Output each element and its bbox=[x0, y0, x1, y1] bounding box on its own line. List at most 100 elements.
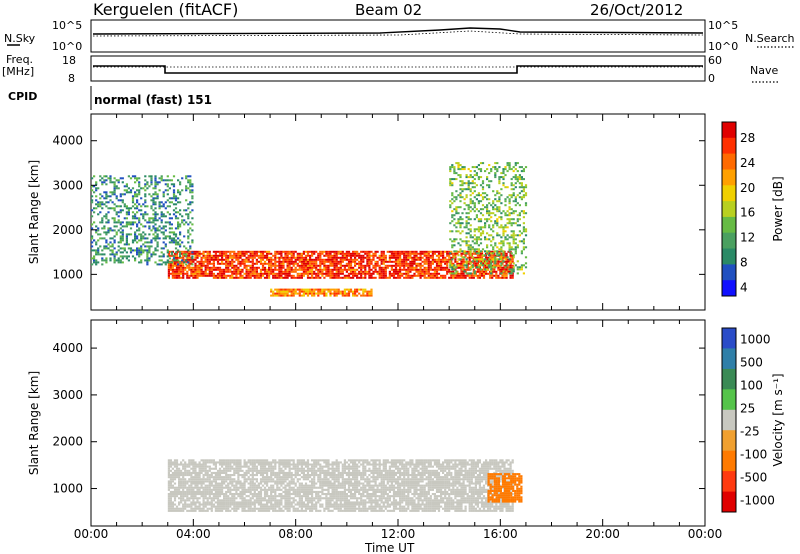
power-cell bbox=[136, 235, 139, 238]
velocity-cell bbox=[239, 480, 242, 483]
power-cell bbox=[187, 223, 190, 226]
power-cell bbox=[370, 254, 373, 257]
power-cell bbox=[170, 241, 173, 244]
power-cell bbox=[311, 276, 314, 279]
power-cell bbox=[282, 272, 285, 275]
velocity-cell bbox=[225, 501, 228, 504]
power-cell bbox=[475, 248, 478, 251]
power-cell bbox=[461, 168, 464, 171]
power-cell bbox=[508, 248, 511, 251]
velocity-cell bbox=[192, 497, 195, 500]
power-cell bbox=[390, 274, 393, 277]
velocity-cell bbox=[259, 474, 263, 477]
velocity-cell bbox=[274, 461, 277, 464]
power-cell bbox=[119, 247, 122, 250]
power-cell bbox=[95, 241, 98, 244]
velocity-cell bbox=[274, 509, 277, 512]
velocity-cell bbox=[208, 495, 211, 498]
power-cell bbox=[178, 268, 181, 271]
power-cell bbox=[206, 266, 209, 269]
power-cell bbox=[347, 250, 351, 253]
velocity-cell bbox=[272, 497, 275, 500]
velocity-cell bbox=[247, 465, 250, 468]
power-cell bbox=[274, 254, 277, 257]
velocity-cell bbox=[167, 495, 170, 498]
power-cell bbox=[160, 205, 163, 208]
power-cell bbox=[105, 259, 108, 262]
power-cell bbox=[455, 208, 458, 211]
power-cell bbox=[309, 276, 312, 279]
power-cell bbox=[223, 250, 226, 253]
power-cell bbox=[93, 185, 96, 188]
power-cell bbox=[123, 225, 126, 228]
velocity-cell bbox=[259, 495, 263, 498]
power-cell bbox=[490, 212, 493, 215]
power-cell bbox=[212, 274, 215, 277]
velocity-cell bbox=[266, 507, 269, 510]
power-cell bbox=[459, 200, 462, 203]
power-cell bbox=[313, 252, 316, 255]
power-cell bbox=[304, 256, 308, 259]
velocity-cell bbox=[190, 507, 193, 510]
velocity-cell bbox=[290, 467, 293, 470]
velocity-cell bbox=[237, 505, 240, 508]
velocity-cell bbox=[218, 482, 222, 485]
power-cell bbox=[189, 233, 192, 236]
power-cell bbox=[427, 258, 430, 261]
power-cell bbox=[146, 263, 149, 266]
power-cell bbox=[261, 252, 265, 255]
velocity-cell bbox=[255, 469, 258, 472]
power-cell bbox=[146, 255, 149, 258]
power-cell bbox=[192, 270, 195, 273]
power-cell bbox=[337, 266, 340, 269]
power-cell bbox=[105, 201, 108, 204]
power-cell bbox=[442, 256, 445, 259]
power-cell bbox=[263, 270, 267, 273]
power-cell bbox=[156, 263, 159, 266]
power-cell bbox=[306, 288, 310, 291]
power-cell bbox=[214, 252, 217, 255]
power-cell bbox=[449, 252, 452, 255]
velocity-cell bbox=[253, 495, 256, 498]
velocity-cell bbox=[288, 493, 291, 496]
velocity-cell bbox=[182, 507, 185, 510]
power-cell bbox=[405, 268, 408, 271]
power-cell bbox=[302, 266, 305, 269]
power-cell bbox=[152, 233, 155, 236]
power-cell bbox=[144, 185, 147, 188]
velocity-cell bbox=[169, 505, 172, 508]
power-cell bbox=[188, 258, 191, 261]
velocity-cell bbox=[216, 490, 220, 493]
velocity-cell bbox=[276, 461, 279, 464]
power-cell bbox=[280, 276, 283, 279]
power-cell bbox=[339, 266, 342, 269]
velocity-cell bbox=[286, 493, 289, 496]
power-cell bbox=[101, 259, 104, 262]
power-cell bbox=[425, 262, 428, 265]
power-cell bbox=[475, 238, 478, 241]
power-cell bbox=[317, 254, 320, 257]
velocity-cell bbox=[278, 495, 281, 498]
power-cell bbox=[292, 270, 295, 273]
velocity-cell bbox=[171, 476, 174, 479]
power-cell bbox=[288, 258, 291, 261]
power-cell bbox=[455, 210, 458, 213]
power-cell bbox=[451, 166, 454, 169]
velocity-cell bbox=[261, 505, 265, 508]
power-cell bbox=[372, 252, 375, 255]
power-cell bbox=[304, 260, 308, 263]
velocity-cell bbox=[221, 478, 224, 481]
power-cell bbox=[134, 259, 137, 262]
power-cell bbox=[300, 268, 303, 271]
power-cell bbox=[325, 272, 328, 275]
power-cell bbox=[304, 272, 308, 275]
power-cell bbox=[488, 238, 491, 241]
power-cell bbox=[437, 258, 441, 261]
power-cell bbox=[471, 192, 474, 195]
power-cell bbox=[518, 240, 521, 243]
velocity-cell bbox=[268, 486, 271, 489]
power-cell bbox=[508, 206, 511, 209]
power-cell bbox=[360, 250, 363, 253]
velocity-cell bbox=[175, 463, 179, 466]
power-cell bbox=[152, 199, 155, 202]
